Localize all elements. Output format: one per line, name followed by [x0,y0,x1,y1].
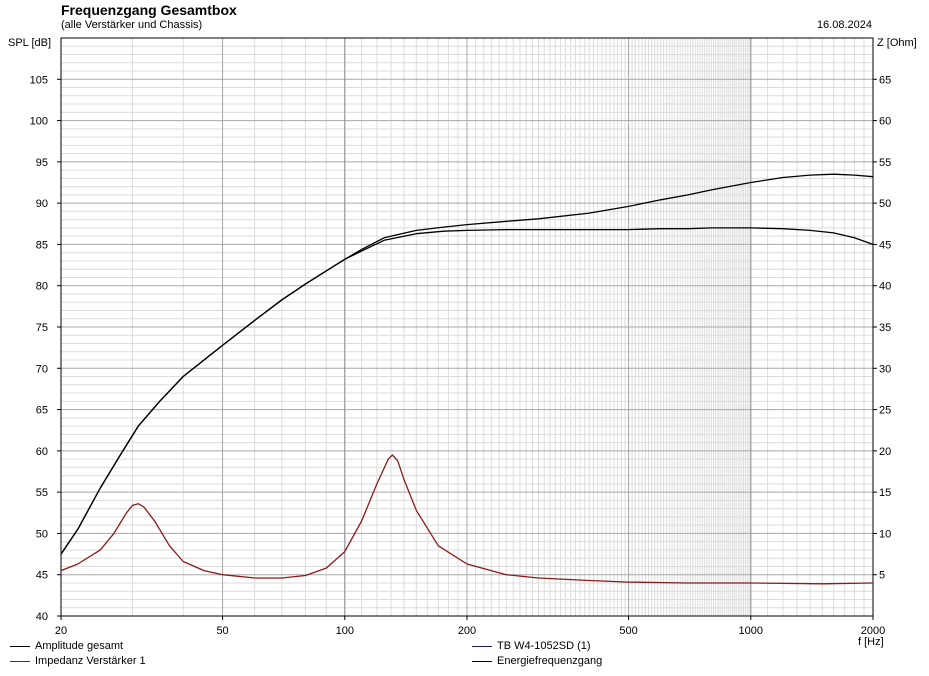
legend-label-amplitude: Amplitude gesamt [35,640,124,652]
chart-date: 16.08.2024 [816,19,872,31]
legend-item-amplitude: Amplitude gesamt [10,640,123,652]
x-tick-label: 20 [55,625,67,637]
y-left-tick-label: 40 [36,611,48,623]
legend-label-tb: TB W4-1052SD (1) [497,640,591,652]
y-left-tick-label: 45 [36,570,48,582]
legend-swatch-tb [472,645,492,647]
legend-swatch-amplitude [10,645,30,647]
y-right-tick-label: 65 [879,74,891,86]
x-tick-label: 500 [619,625,637,637]
y-left-tick-label: 60 [36,446,48,458]
chart-title: Frequenzgang Gesamtbox [61,2,237,18]
y-right-tick-label: 45 [879,239,891,251]
legend-swatch-energy [472,660,492,662]
x-tick-label: 50 [216,625,228,637]
y-axis-right-label: Z [Ohm] [877,37,917,49]
y-right-tick-label: 20 [879,446,891,458]
x-tick-label: 2000 [861,625,885,637]
y-left-tick-label: 80 [36,281,48,293]
legend-swatch-impedance [10,660,30,662]
y-right-tick-label: 15 [879,487,891,499]
series-line-1 [60,173,874,555]
y-left-tick-label: 50 [36,528,48,540]
y-right-tick-label: 50 [879,198,891,210]
y-right-tick-label: 55 [879,157,891,169]
legend-item-tb: TB W4-1052SD (1) [472,640,591,652]
chart-subtitle: (alle Verstärker und Chassis) [61,19,203,31]
y-right-tick-label: 40 [879,281,891,293]
legend-item-impedance: Impedanz Verstärker 1 [10,655,146,667]
legend-label-impedance: Impedanz Verstärker 1 [35,655,146,667]
y-left-tick-label: 75 [36,322,48,334]
y-left-tick-label: 90 [36,198,48,210]
x-tick-label: 100 [336,625,354,637]
y-right-tick-label: 25 [879,405,891,417]
y-axis-left-label: SPL [dB] [8,37,52,49]
y-left-tick-label: 65 [36,405,48,417]
x-tick-label: 200 [458,625,476,637]
y-right-tick-label: 60 [879,116,891,128]
series-line-2 [60,454,874,585]
y-right-tick-label: 5 [879,570,885,582]
y-left-tick-label: 100 [30,116,48,128]
legend-item-energy: Energiefrequenzgang [472,655,602,667]
x-tick-label: 1000 [739,625,763,637]
y-right-tick-label: 10 [879,528,891,540]
y-left-tick-label: 85 [36,239,48,251]
y-right-tick-label: 30 [879,363,891,375]
y-left-tick-label: 105 [30,74,48,86]
legend-label-energy: Energiefrequenzgang [497,655,603,667]
y-right-tick-label: 35 [879,322,891,334]
y-left-tick-label: 95 [36,157,48,169]
y-left-tick-label: 55 [36,487,48,499]
x-axis-unit-label: f [Hz] [858,636,884,648]
y-left-tick-label: 70 [36,363,48,375]
